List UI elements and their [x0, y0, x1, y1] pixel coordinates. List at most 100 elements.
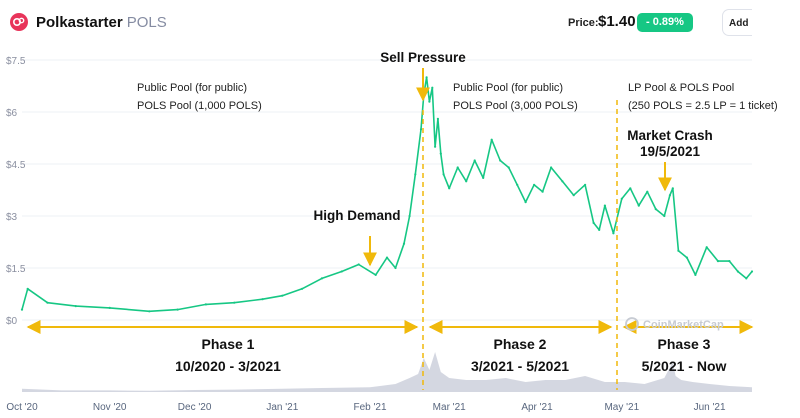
price-point [439, 152, 442, 155]
x-tick-label: Dec '20 [178, 402, 212, 413]
coin-header: Polkastarter POLS Price: $1.40 - 0.89% Ad… [0, 0, 800, 46]
price-point [108, 306, 111, 309]
price-point [385, 256, 389, 259]
x-tick-label: Oct '20 [6, 402, 38, 413]
price-line-series [20, 76, 754, 313]
price-point [442, 173, 445, 176]
x-tick-label: Mar '21 [433, 402, 466, 413]
price-point [668, 194, 672, 197]
price-point [533, 183, 536, 186]
price-point [677, 249, 680, 252]
price-point [408, 214, 411, 218]
price-point [654, 208, 657, 211]
high-demand-label: High Demand [313, 208, 400, 223]
price-point [204, 303, 207, 306]
price-point [419, 128, 423, 131]
x-tick-label: Apr '21 [521, 402, 553, 413]
price-point [612, 232, 615, 235]
price-point [448, 187, 451, 190]
price-point [728, 260, 731, 263]
price-point [637, 204, 640, 207]
pool-3-line-2: (250 POLS = 2.5 LP = 1 ticket) [628, 100, 778, 112]
market-crash-date-label: 19/5/2021 [640, 144, 701, 159]
price-point [176, 308, 179, 311]
price-point [736, 270, 740, 273]
price-point [148, 310, 151, 313]
price-point [414, 173, 417, 176]
price-point [434, 145, 437, 148]
gridlines [22, 59, 752, 321]
price-point [436, 117, 439, 120]
phase-1-range: 10/2020 - 3/2021 [175, 358, 281, 374]
price-point [694, 273, 697, 276]
x-tick-label: Jan '21 [266, 402, 298, 413]
price-point [603, 204, 607, 207]
price-point [598, 228, 601, 231]
pool-2-line-1: Public Pool (for public) [453, 82, 563, 94]
annotations: Sell Pressure High Demand Market Crash 1… [26, 50, 778, 390]
price-point [374, 273, 377, 276]
price-point [750, 270, 754, 273]
price-point [465, 180, 468, 183]
price-point [74, 305, 77, 308]
coinmarketcap-watermark: CoinMarketCap [625, 317, 724, 331]
coin-name-text: Polkastarter [36, 14, 123, 31]
phase-2-name: Phase 2 [494, 336, 547, 352]
price-point [425, 76, 428, 79]
price-point [402, 242, 406, 245]
price-change-badge: - 0.89% [637, 13, 693, 32]
price-point [705, 246, 708, 249]
sell-pressure-label: Sell Pressure [380, 50, 466, 65]
price-point [301, 287, 304, 290]
y-tick-label: $0 [6, 316, 18, 327]
x-tick-label: Jun '21 [694, 402, 726, 413]
price-point [550, 166, 553, 169]
price-point [716, 260, 720, 263]
pool-3-line-1: LP Pool & POLS Pool [628, 82, 734, 94]
x-tick-label: Feb '21 [353, 402, 386, 413]
price-point [26, 287, 29, 290]
volume-area [22, 352, 752, 392]
price-point [261, 298, 264, 301]
price-point [663, 214, 666, 218]
market-crash-label: Market Crash [627, 128, 713, 143]
y-tick-label: $4.5 [6, 160, 26, 171]
coin-name: Polkastarter POLS [36, 14, 167, 31]
y-tick-label: $1.5 [6, 264, 26, 275]
price-point [499, 159, 502, 162]
price-point [20, 308, 24, 311]
x-tick-label: May '21 [604, 402, 639, 413]
pool-1-line-1: Public Pool (for public) [137, 82, 247, 94]
price-point [357, 263, 360, 266]
watermark-text: CoinMarketCap [643, 319, 724, 331]
price-point [490, 138, 493, 141]
coinmarketcap-logo-icon [625, 317, 639, 331]
price-point [516, 183, 519, 186]
volume-area-shape [22, 352, 752, 392]
price-point [473, 159, 476, 162]
x-tick-label: Nov '20 [93, 402, 127, 413]
price-point [620, 197, 623, 200]
price-point [46, 301, 49, 304]
pool-2-line-2: POLS Pool (3,000 POLS) [453, 100, 578, 112]
price-point [685, 256, 689, 259]
phase-1-name: Phase 1 [202, 336, 255, 352]
price-point [745, 277, 748, 280]
price-point [541, 190, 544, 193]
coin-symbol: POLS [126, 14, 167, 31]
price-point [671, 187, 674, 190]
price-point [524, 201, 527, 204]
phase-3-range: 5/2021 - Now [642, 358, 727, 374]
price-value: $1.40 [598, 13, 636, 30]
price-point [281, 294, 284, 297]
price-point [431, 86, 434, 89]
price-point [584, 183, 587, 186]
price-point [592, 221, 595, 224]
add-to-watchlist-button[interactable]: Add [722, 9, 752, 36]
price-point [646, 190, 649, 193]
price-point [233, 301, 236, 304]
price-point [482, 176, 485, 179]
price-point [456, 166, 459, 169]
polkastarter-logo-icon [10, 13, 28, 31]
